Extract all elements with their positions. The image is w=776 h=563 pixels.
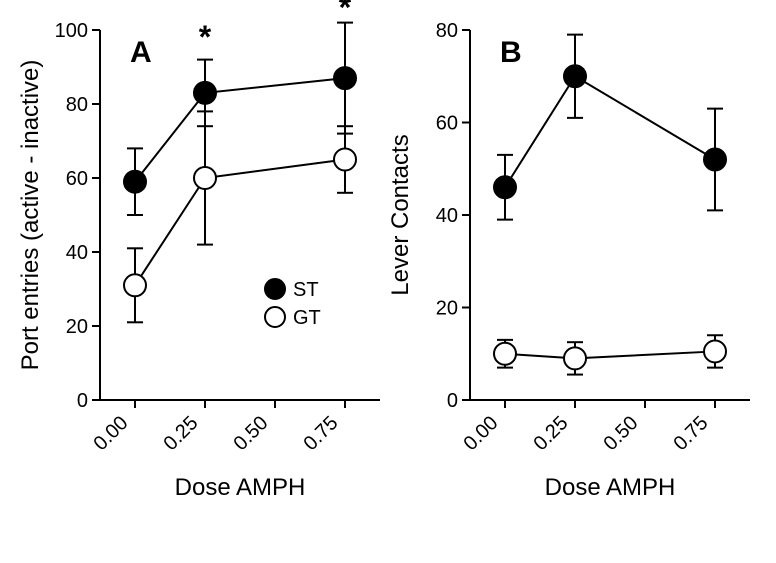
marker-ST	[564, 65, 586, 87]
x-tick-label: 0.00	[459, 412, 502, 455]
y-tick-label: 0	[447, 390, 458, 412]
panel-label: B	[500, 36, 522, 69]
y-tick-label: 80	[66, 94, 88, 116]
significance-star: *	[199, 19, 212, 55]
marker-GT	[334, 149, 356, 171]
marker-GT	[194, 167, 216, 189]
x-axis-title: Dose AMPH	[545, 474, 676, 501]
marker-GT	[494, 343, 516, 365]
marker-GT	[124, 274, 146, 296]
marker-GT	[704, 340, 726, 362]
x-tick-label: 0.25	[159, 412, 202, 455]
marker-GT	[564, 347, 586, 369]
legend-label-GT: GT	[293, 307, 321, 329]
marker-ST	[494, 176, 516, 198]
x-axis-title: Dose AMPH	[175, 474, 306, 501]
marker-ST	[334, 67, 356, 89]
legend-label-ST: ST	[293, 279, 319, 301]
figure: 0 20 40 60 80 100 0.00 0.25 0.50 0.75 Dose AMPH Por…	[0, 0, 776, 563]
y-tick-label: 60	[436, 113, 458, 135]
y-tick-label: 20	[66, 316, 88, 338]
y-axis-title: Port entries (active - inactive)	[17, 60, 44, 371]
y-tick-label: 20	[436, 298, 458, 320]
y-tick-label: 0	[77, 390, 88, 412]
x-tick-label: 0.75	[669, 412, 712, 455]
y-tick-label: 80	[436, 20, 458, 42]
series-line-GT	[135, 160, 345, 286]
series-line-GT	[505, 351, 715, 358]
legend-marker-ST	[265, 279, 285, 299]
panel-label: A	[130, 36, 152, 69]
marker-ST	[704, 149, 726, 171]
panel-b: 0 20 40 60 80 0.00 0.25 0.50 0.75 Dose AMPH Lever …	[387, 20, 750, 501]
x-tick-label: 0.50	[229, 412, 272, 455]
y-tick-label: 40	[66, 242, 88, 264]
marker-ST	[124, 171, 146, 193]
series-line-ST	[505, 76, 715, 187]
x-tick-label: 0.50	[599, 412, 642, 455]
y-axis-title: Lever Contacts	[387, 134, 414, 295]
significance-star: *	[339, 0, 352, 25]
y-tick-label: 60	[66, 168, 88, 190]
x-tick-label: 0.25	[529, 412, 572, 455]
panel-a: 0 20 40 60 80 100 0.00 0.25 0.50 0.75 Dose AMPH Por…	[17, 0, 380, 501]
marker-ST	[194, 82, 216, 104]
y-tick-label: 100	[55, 20, 88, 42]
series-line-ST	[135, 78, 345, 182]
x-tick-label: 0.75	[299, 412, 342, 455]
legend-marker-GT	[265, 307, 285, 327]
y-tick-label: 40	[436, 205, 458, 227]
x-tick-label: 0.00	[89, 412, 132, 455]
